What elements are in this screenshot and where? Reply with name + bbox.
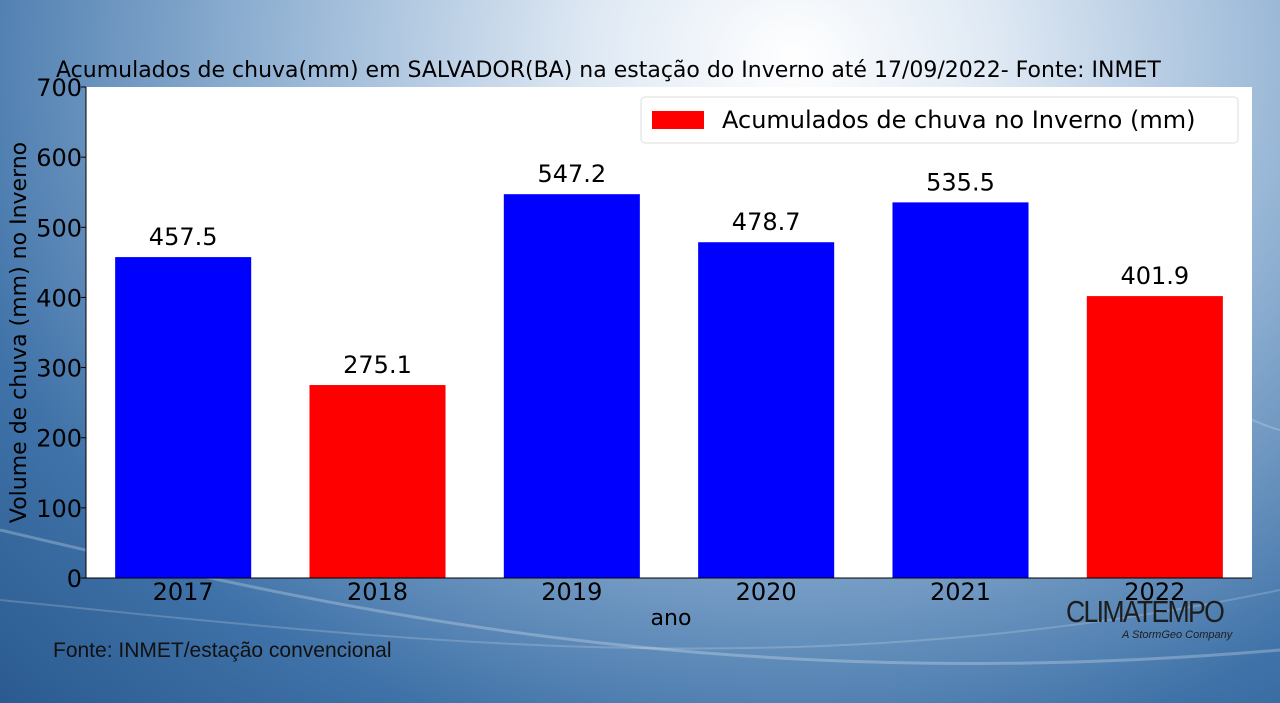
y-tick-label-300: 300 bbox=[36, 355, 82, 383]
data-label-2020: 478.7 bbox=[732, 208, 801, 236]
x-tick-label-2020: 2020 bbox=[736, 578, 797, 606]
y-tick-label-100: 100 bbox=[36, 495, 82, 523]
bar-2019 bbox=[503, 194, 640, 578]
bar-2020 bbox=[698, 242, 835, 578]
bar-2021 bbox=[892, 202, 1029, 578]
bar-2022 bbox=[1086, 296, 1223, 578]
climatempo-logo: CLIMATEMPO A StormGeo Company bbox=[1066, 594, 1256, 642]
chart-title: Acumulados de chuva(mm) em SALVADOR(BA) … bbox=[56, 58, 1161, 83]
y-tick-label-0: 0 bbox=[67, 565, 82, 593]
brand-tagline: A StormGeo Company bbox=[1122, 629, 1233, 641]
data-label-2021: 535.5 bbox=[926, 168, 995, 196]
x-tick-label-2021: 2021 bbox=[930, 578, 991, 606]
plot-area bbox=[86, 87, 1252, 578]
y-tick-label-600: 600 bbox=[36, 144, 82, 172]
data-label-2017: 457.5 bbox=[149, 223, 218, 251]
y-tick-label-400: 400 bbox=[36, 284, 82, 312]
bar-2017 bbox=[115, 257, 252, 578]
legend-swatch bbox=[652, 111, 704, 129]
x-tick-label-2022: 2022 bbox=[1124, 578, 1185, 606]
x-axis-label: ano bbox=[651, 606, 692, 631]
y-tick-label-200: 200 bbox=[36, 425, 82, 453]
legend-box bbox=[640, 96, 1239, 144]
x-tick-label-2019: 2019 bbox=[541, 578, 602, 606]
x-tick-label-2018: 2018 bbox=[347, 578, 408, 606]
y-tick-label-700: 700 bbox=[36, 74, 82, 102]
source-note: Fonte: INMET/estação convencional bbox=[53, 639, 392, 662]
bar-2018 bbox=[309, 385, 446, 578]
y-axis-label: Volume de chuva (mm) no Inverno bbox=[7, 142, 32, 523]
y-tick-label-500: 500 bbox=[36, 214, 82, 242]
legend-label: Acumulados de chuva no Inverno (mm) bbox=[722, 106, 1195, 134]
data-label-2022: 401.9 bbox=[1120, 262, 1189, 290]
x-tick-label-2017: 2017 bbox=[153, 578, 214, 606]
data-label-2019: 547.2 bbox=[537, 160, 606, 188]
brand-name: CLIMATEMPO bbox=[1066, 594, 1225, 629]
data-label-2018: 275.1 bbox=[343, 351, 412, 379]
